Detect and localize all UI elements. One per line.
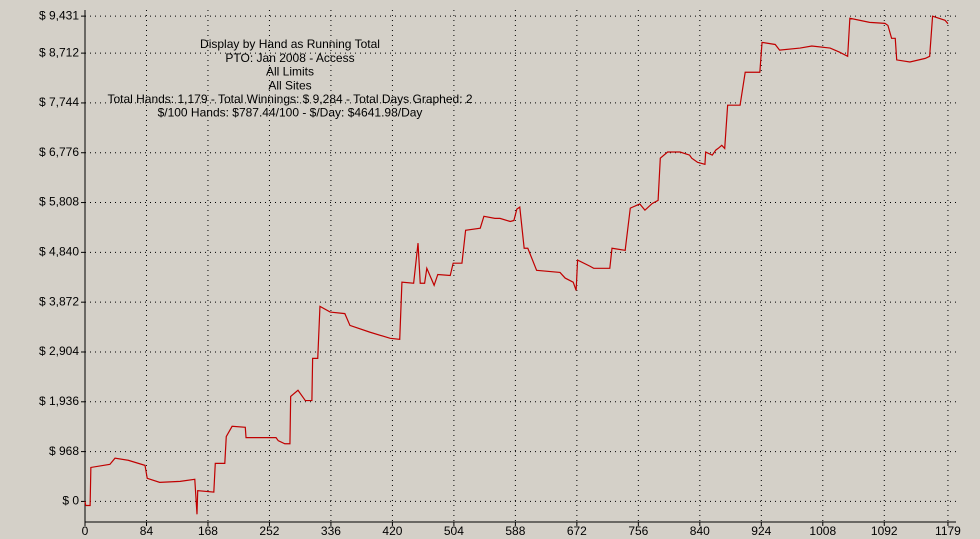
x-tick-label: 672 <box>567 524 587 538</box>
annotation: Total Hands: 1,179 - Total Winnings: $ 9… <box>107 92 472 106</box>
x-tick-label: 168 <box>198 524 218 538</box>
annotation: All Limits <box>266 65 314 79</box>
x-tick-label: 840 <box>690 524 710 538</box>
annotation: PTO: Jan 2008 - Access <box>225 51 354 65</box>
x-tick-label: 504 <box>444 524 464 538</box>
line <box>84 15 949 515</box>
y-tick-label: $ 0 <box>62 494 79 508</box>
x-tick-label: 756 <box>628 524 648 538</box>
y-tick-label: $ 9,431 <box>39 8 79 22</box>
x-tick-label: 420 <box>382 524 402 538</box>
x-tick-label: 84 <box>140 524 154 538</box>
x-tick-label: 1008 <box>809 524 836 538</box>
y-tick-label: $ 7,744 <box>39 95 79 109</box>
y-tick-label: $ 1,936 <box>39 394 79 408</box>
x-tick-label: 588 <box>505 524 525 538</box>
y-tick-label: $ 4,840 <box>39 245 79 259</box>
y-tick-label: $ 8,712 <box>39 45 79 59</box>
x-tick-label: 1092 <box>871 524 898 538</box>
x-tick-label: 0 <box>82 524 89 538</box>
annotation: All Sites <box>268 78 311 92</box>
x-tick-label: 924 <box>751 524 771 538</box>
y-tick-label: $ 2,904 <box>39 344 79 358</box>
y-tick-label: $ 968 <box>49 444 79 458</box>
x-tick-label: 252 <box>259 524 279 538</box>
y-tick-label: $ 6,776 <box>39 145 79 159</box>
annotation: $/100 Hands: $787.44/100 - $/Day: $4641.… <box>158 106 423 120</box>
x-tick-label: 336 <box>321 524 341 538</box>
annotation: Display by Hand as Running Total <box>200 37 380 51</box>
x-tick-label: 1179 <box>935 524 961 538</box>
y-tick-label: $ 5,808 <box>39 195 79 209</box>
y-tick-label: $ 3,872 <box>39 294 79 308</box>
